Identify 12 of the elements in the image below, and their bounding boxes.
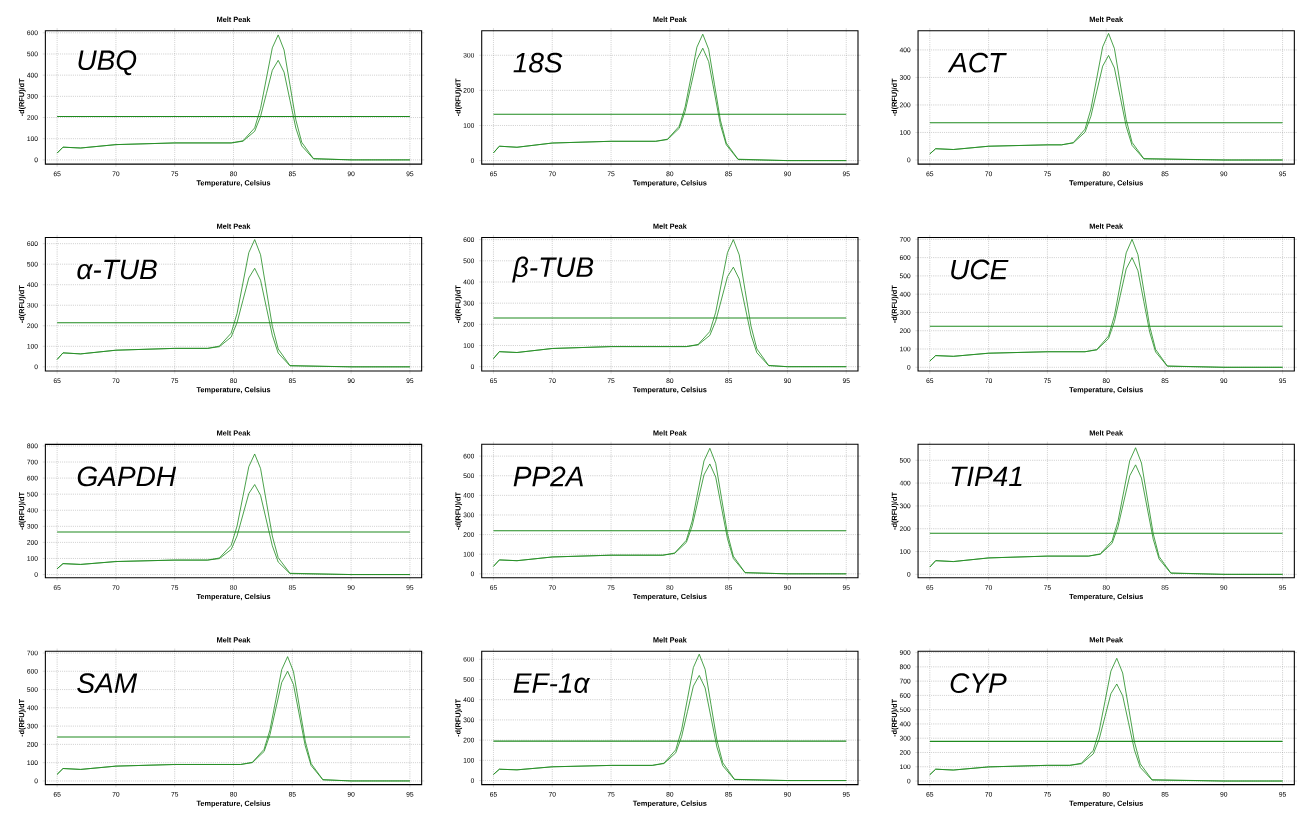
annotation: PP2A	[513, 466, 583, 487]
annotation: EF-1α	[513, 673, 591, 693]
annotation: CYP	[950, 673, 1007, 693]
annotation: 18S	[513, 52, 563, 73]
annotation: TIP41	[951, 466, 1022, 486]
annotation: β-TUB	[512, 256, 594, 283]
annotation: GAPDH	[77, 466, 177, 487]
annotation: UBQ	[78, 50, 137, 75]
annotation: ACT	[947, 52, 1007, 73]
annotation: SAM	[77, 673, 138, 693]
annotation: UCE	[951, 259, 1009, 280]
annotation: α-TUB	[77, 259, 157, 280]
